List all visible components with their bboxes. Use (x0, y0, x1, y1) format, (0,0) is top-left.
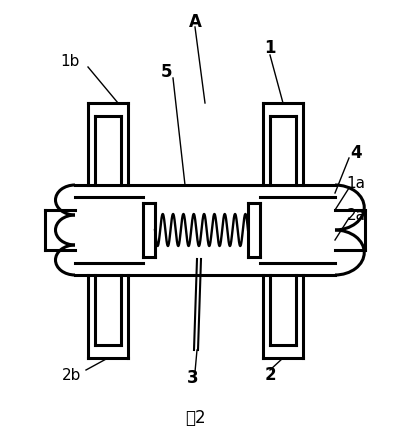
Text: 2: 2 (264, 366, 276, 384)
Text: 4: 4 (350, 144, 362, 162)
Text: 1b: 1b (60, 55, 80, 69)
Text: 2b: 2b (62, 367, 82, 383)
Text: 5: 5 (161, 63, 173, 81)
Text: 图2: 图2 (185, 409, 205, 427)
Text: 1a: 1a (346, 176, 366, 190)
Text: 1: 1 (264, 39, 276, 57)
Text: A: A (188, 13, 202, 31)
Text: 2a: 2a (346, 207, 366, 223)
Text: 3: 3 (187, 369, 199, 387)
